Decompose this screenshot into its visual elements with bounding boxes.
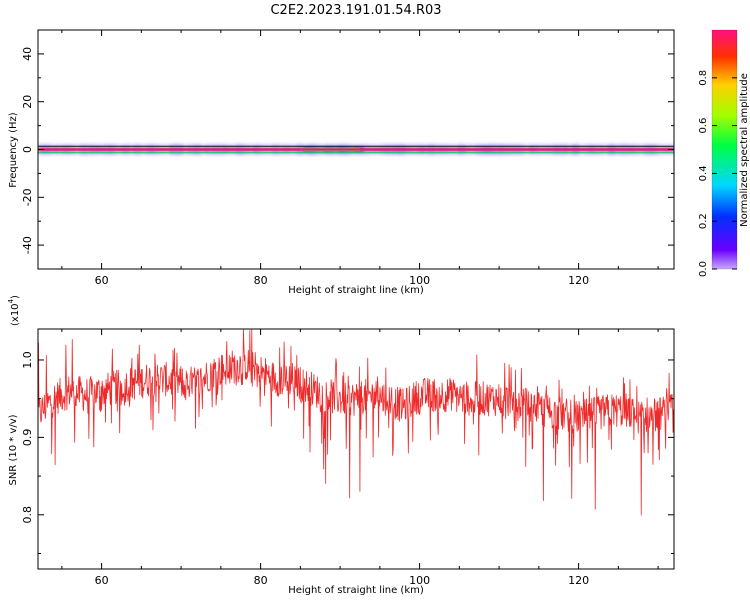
snr-y-tick-label: 0.8 [21,506,34,524]
colorbar-label: Normalized spectral amplitude [739,73,750,227]
colorbar-tick-label: 0.0 [698,261,709,277]
figure-title: C2E2.2023.191.01.54.R03 [270,3,441,18]
colorbar-scale [712,30,737,269]
snr-y-tick-label: 0.9 [21,429,34,447]
spectrogram-y-tick-label: 0 [21,146,34,153]
snr-x-tick-label: 80 [254,574,268,587]
snr-frame [37,328,675,570]
colorbar-tick-label: 0.8 [698,70,709,86]
spectrogram-y-axis-label: Frequency (Hz) [8,112,19,188]
colorbar-frame [711,29,738,270]
snr-x-tick-label: 100 [409,574,430,587]
spectrogram-y-tick-label: 40 [21,47,34,61]
snr-x-tick-label: 60 [95,574,109,587]
snr-panel: 60 80 100 120 0.8 0.9 1.0 Height of straight l… [7,295,675,596]
spectrogram-panel: 60 80 100 120 -40 -20 0 20 40 Height of straight… [8,29,675,296]
colorbar-tick-label: 0.2 [698,213,709,229]
snr-y-axis-label: SNR (10 * v/v) [8,414,19,485]
colorbar: 0.0 0.2 0.4 0.6 0.8 Normalized spectral ampl… [698,29,750,277]
spectrogram-dominant-band [38,148,674,151]
snr-x-tick-label: 120 [568,574,589,587]
spectrogram-x-axis-label: Height of straight line (km) [288,285,424,296]
colorbar-tick-label: 0.6 [698,118,709,134]
spectrogram-frame [37,29,675,270]
snr-x-axis-label: Height of straight line (km) [288,585,424,596]
colorbar-tick-label: 0.4 [698,165,709,181]
spectrogram-x-tick-label: 100 [409,274,430,287]
snr-y-tick-label: 1.0 [21,351,34,369]
snr-series-line [38,329,674,516]
spectrogram-x-tick-label: 60 [95,274,109,287]
snr-scale-label: (x104) [7,295,21,326]
spectrogram-y-tick-label: 20 [21,95,34,109]
snr-plot-area [38,329,674,569]
spectrogram-x-tick-label: 120 [568,274,589,287]
spectrogram-y-tick-label: -40 [21,236,34,254]
spectrogram-y-tick-label: -20 [21,188,34,206]
spectrogram-x-tick-label: 80 [254,274,268,287]
